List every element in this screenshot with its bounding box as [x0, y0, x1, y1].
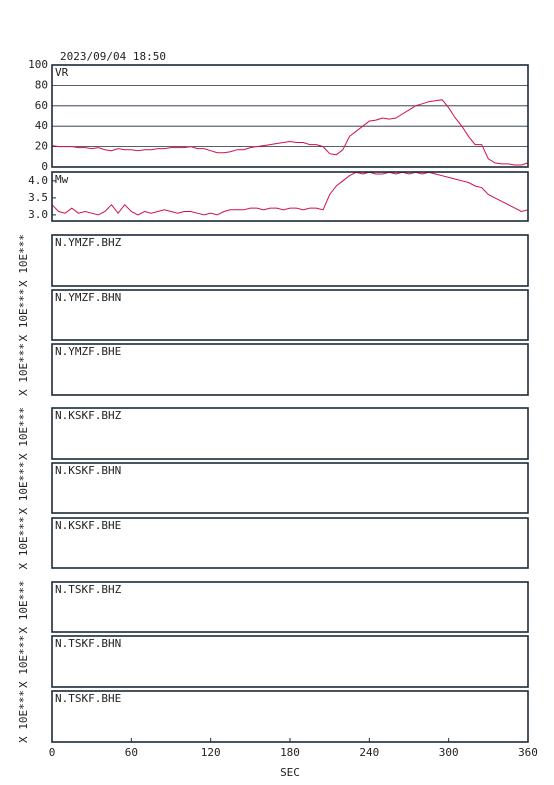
x-tick-label: 60: [125, 746, 138, 759]
x-tick-label: 360: [518, 746, 538, 759]
data-line: [51, 99, 529, 166]
panel-frame: [51, 289, 529, 341]
y-axis-label: X 10E***: [17, 343, 30, 396]
y-axis-label: X 10E***: [17, 289, 30, 342]
y-tick-label: 20: [35, 140, 48, 153]
x-tick-label: 180: [280, 746, 300, 759]
x-tick-label: 120: [201, 746, 221, 759]
panel-frame: [51, 462, 529, 514]
y-axis-label: X 10E***: [17, 407, 30, 460]
y-tick-label: 40: [35, 119, 48, 132]
chart-title: 2023/09/04 18:50: [60, 50, 166, 63]
panel-frame: [51, 343, 529, 396]
x-tick-label: 0: [49, 746, 56, 759]
panel-label: N.KSKF.BHE: [55, 519, 121, 532]
panel-label: N.KSKF.BHN: [55, 464, 121, 477]
y-tick-label: 100: [28, 58, 48, 71]
panel-frame: [51, 234, 529, 287]
x-tick-label: 300: [439, 746, 459, 759]
panel-label: N.YMZF.BHZ: [55, 236, 122, 249]
y-axis-label: X 10E***: [17, 690, 30, 743]
panel-label: Mw: [55, 173, 69, 186]
panel-label: N.KSKF.BHZ: [55, 409, 122, 422]
panel-frame: [51, 171, 529, 222]
panel-label: N.YMZF.BHN: [55, 291, 121, 304]
y-tick-label: 0: [41, 160, 48, 173]
panel-label: N.TSKF.BHZ: [55, 583, 122, 596]
panel-frame: [51, 581, 529, 633]
y-axis-label: X 10E***: [17, 234, 30, 287]
x-axis-label: SEC: [280, 766, 300, 779]
panel-frame: [51, 635, 529, 688]
y-tick-label: 3.5: [28, 191, 48, 204]
data-line: [51, 171, 529, 216]
y-tick-label: 3.0: [28, 208, 48, 221]
panel-label: N.TSKF.BHN: [55, 637, 121, 650]
panel-label: N.TSKF.BHE: [55, 692, 121, 705]
panel-label: N.YMZF.BHE: [55, 345, 121, 358]
y-axis-label: X 10E***: [17, 517, 30, 570]
panel-frame: [51, 407, 529, 460]
panel-frame: [51, 690, 529, 743]
y-tick-label: 4.0: [28, 174, 48, 187]
y-axis-label: X 10E***: [17, 462, 30, 515]
y-tick-label: 80: [35, 78, 48, 91]
x-tick-label: 240: [359, 746, 379, 759]
panel-frame: [51, 517, 529, 569]
y-axis-label: X 10E***: [17, 635, 30, 688]
y-axis-label: X 10E***: [17, 581, 30, 634]
panel-label: VR: [55, 66, 69, 79]
y-tick-label: 60: [35, 99, 48, 112]
panel-frame: [51, 64, 529, 168]
